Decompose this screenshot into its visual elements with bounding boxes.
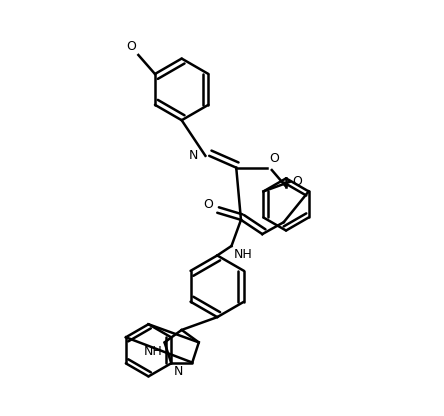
Text: NH: NH bbox=[234, 248, 253, 261]
Text: O: O bbox=[126, 40, 136, 52]
Text: O: O bbox=[292, 176, 302, 188]
Text: N: N bbox=[189, 149, 198, 162]
Text: N: N bbox=[174, 365, 183, 378]
Text: O: O bbox=[270, 152, 279, 165]
Text: O: O bbox=[204, 198, 214, 211]
Text: NH: NH bbox=[143, 345, 162, 358]
